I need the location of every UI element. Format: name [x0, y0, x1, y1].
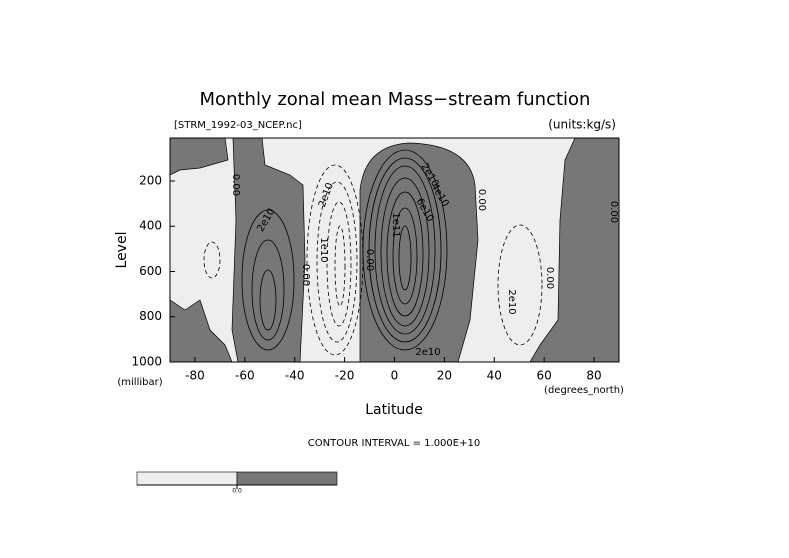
- contour-line: [386, 191, 424, 317]
- chart-title: Monthly zonal mean Mass−stream function: [200, 89, 591, 110]
- contour-line: [251, 239, 285, 341]
- y-tick-label: 1000: [131, 355, 162, 369]
- x-tick-label: -80: [185, 369, 205, 383]
- contour-label: 1e10: [318, 237, 329, 262]
- x-tick-label: 40: [487, 369, 502, 383]
- contour-label: 2e10: [415, 347, 440, 358]
- positive-region: [170, 299, 233, 362]
- contour-label: 0.00: [544, 267, 555, 289]
- contour-line: [497, 224, 543, 346]
- y-axis-title: Level: [114, 232, 130, 269]
- positive-region: [359, 142, 479, 362]
- x-axis-title: Latitude: [365, 402, 423, 418]
- contour-line: [334, 225, 346, 307]
- contour-field: [170, 138, 619, 362]
- colorbar: 0.0: [136, 471, 338, 495]
- contour-label: 0.00: [230, 174, 241, 196]
- contour-line: [362, 149, 448, 351]
- x-tick-label: 80: [586, 369, 601, 383]
- contour-line: [203, 241, 221, 279]
- y-unit: (millibar): [117, 377, 162, 388]
- x-unit: (degrees_north): [544, 385, 624, 396]
- colorbar-label: 0.0: [232, 488, 242, 495]
- contour-line: [374, 165, 436, 335]
- contour-line: [380, 177, 430, 327]
- y-tick-label: 600: [139, 264, 162, 278]
- x-tick-label: 0: [391, 369, 399, 383]
- x-tick-label: 20: [437, 369, 452, 383]
- y-tick-label: 200: [139, 173, 162, 187]
- colorbar-swatch: [236, 471, 338, 486]
- contour-label: 0.00: [300, 264, 311, 286]
- x-tick-label: 60: [537, 369, 552, 383]
- contour-line: [326, 201, 352, 327]
- contour-line: [316, 181, 358, 343]
- contour-label: 2e10: [506, 289, 517, 314]
- y-tick-label: 400: [139, 219, 162, 233]
- y-tick-label: 800: [139, 309, 162, 323]
- colorbar-swatch: [136, 471, 238, 486]
- contour-line: [368, 157, 442, 343]
- file-label: [STRM_1992-03_NCEP.nc]: [174, 120, 302, 131]
- units-label: (units:kg/s): [548, 118, 616, 132]
- x-tick-label: -40: [285, 369, 305, 383]
- contour-line: [241, 209, 295, 351]
- contour-line: [392, 207, 418, 305]
- contour-label: 1e11: [390, 212, 401, 237]
- contour-line: [306, 164, 364, 356]
- x-tick-label: -20: [335, 369, 355, 383]
- contour-label: 0.00: [608, 201, 619, 223]
- positive-region: [231, 138, 306, 362]
- positive-region: [170, 138, 229, 176]
- contour-line: [398, 225, 412, 291]
- contour-label: 0.00: [364, 249, 375, 271]
- contour-line: [259, 269, 277, 331]
- positive-region: [529, 138, 619, 362]
- contour-interval: CONTOUR INTERVAL = 1.000E+10: [308, 438, 480, 449]
- x-tick-label: -60: [235, 369, 255, 383]
- contour-label: 0.00: [476, 189, 487, 211]
